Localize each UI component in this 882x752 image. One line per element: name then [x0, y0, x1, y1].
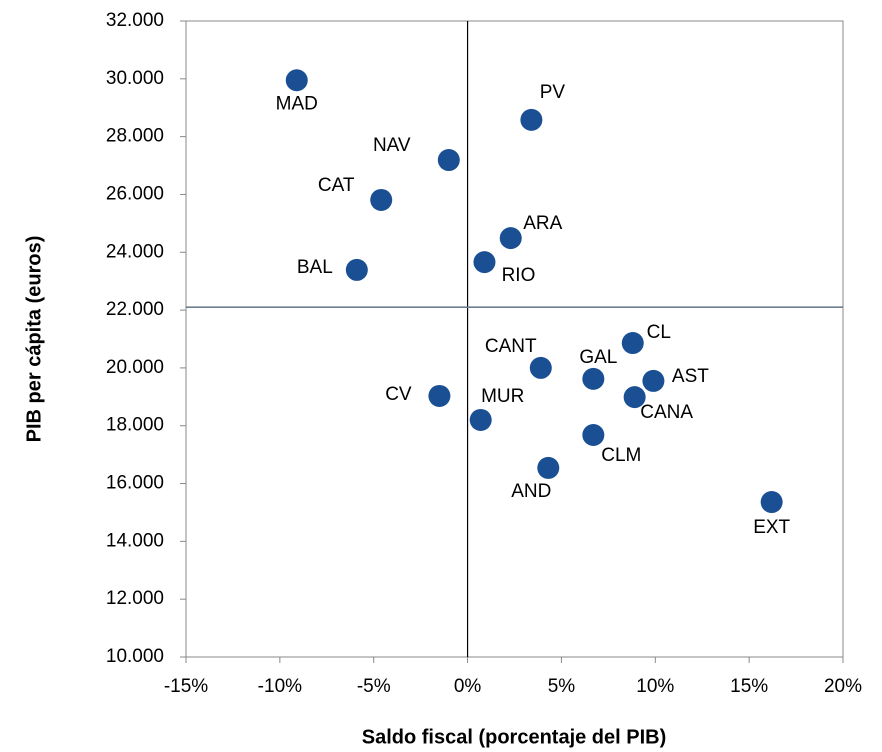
point	[582, 367, 605, 390]
x-tick-label: 5%	[548, 676, 576, 697]
point	[370, 188, 393, 211]
point-label: NAV	[373, 135, 411, 156]
x-tick-label: 10%	[636, 676, 674, 697]
y-tick-label: 12.000	[106, 588, 164, 609]
point-label: MUR	[481, 386, 524, 407]
y-tick-label: 30.000	[106, 68, 164, 89]
point-label: AST	[672, 366, 709, 387]
y-tick-label: 22.000	[106, 299, 164, 320]
y-tick-label: 16.000	[106, 473, 164, 494]
point	[537, 456, 560, 479]
point-label: CAT	[318, 175, 355, 196]
point-label: AND	[511, 481, 551, 502]
point	[437, 149, 460, 172]
point	[642, 369, 665, 392]
point-label: CANA	[640, 402, 693, 423]
point-label: CL	[647, 322, 671, 343]
y-tick-label: 26.000	[106, 183, 164, 204]
y-tick-label: 24.000	[106, 241, 164, 262]
point	[469, 408, 492, 431]
point	[285, 69, 308, 92]
x-tick-label: -15%	[164, 676, 208, 697]
x-axis-title: Saldo fiscal (porcentaje del PIB)	[362, 726, 667, 748]
point	[582, 423, 605, 446]
point-label: PV	[540, 82, 566, 103]
plot-frame	[185, 20, 844, 658]
y-tick-label: 18.000	[106, 415, 164, 436]
point-label: CV	[385, 384, 412, 405]
x-tick-label: -5%	[357, 676, 391, 697]
point	[621, 332, 644, 355]
y-tick-label: 28.000	[106, 126, 164, 147]
point-label: CANT	[485, 336, 537, 357]
point	[473, 251, 496, 274]
x-tick-label: -10%	[258, 676, 302, 697]
point	[499, 227, 522, 250]
y-tick-label: 10.000	[106, 646, 164, 667]
x-tick-label: 20%	[824, 676, 862, 697]
point	[529, 356, 552, 379]
x-tick-label: 15%	[730, 676, 768, 697]
y-tick-label: 14.000	[106, 530, 164, 551]
point-label: EXT	[753, 517, 790, 538]
point	[623, 386, 646, 409]
y-tick-label: 32.000	[106, 10, 164, 31]
point	[428, 384, 451, 407]
point-label: BAL	[297, 257, 333, 278]
y-axis-title: PIB per cápita (euros)	[23, 236, 45, 443]
point-label: CLM	[601, 445, 641, 466]
x-tick-label: 0%	[454, 676, 482, 697]
y-tick-label: 20.000	[106, 357, 164, 378]
point-label: MAD	[276, 93, 318, 114]
point	[520, 108, 543, 131]
point	[345, 258, 368, 281]
point-label: RIO	[502, 265, 536, 286]
point	[760, 491, 783, 514]
point-label: GAL	[579, 347, 617, 368]
point-label: ARA	[523, 213, 562, 234]
